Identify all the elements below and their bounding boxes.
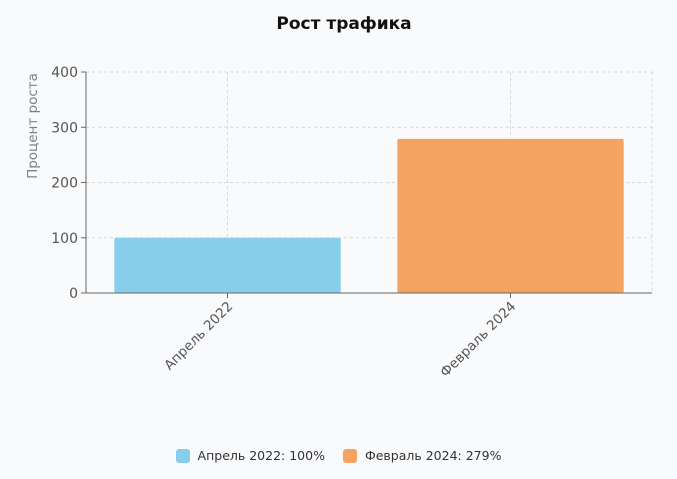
bar-1[interactable]: [114, 237, 341, 293]
y-axis-label: Процент роста: [25, 73, 41, 179]
y-tick-label: 0: [69, 286, 78, 302]
x-tick-label: Февраль 2024: [437, 299, 519, 381]
axes: [81, 71, 652, 298]
bar-chart: Рост трафика Процент роста 0 100 200 300 400…: [25, 14, 653, 381]
legend-label: Апрель 2022: 100%: [197, 448, 325, 463]
legend-label: Февраль 2024: 279%: [364, 448, 502, 463]
legend-item-april-2022[interactable]: Апрель 2022: 100%: [175, 448, 325, 463]
chart-title: Рост трафика: [276, 14, 411, 34]
legend-swatch: [342, 448, 357, 463]
legend: Апрель 2022: 100% Февраль 2024: 279%: [0, 448, 677, 463]
y-tick-label: 300: [51, 120, 78, 136]
legend-item-february-2024[interactable]: Февраль 2024: 279%: [342, 448, 502, 463]
bars: [114, 138, 624, 293]
y-tick-label: 200: [51, 176, 78, 192]
bar-2[interactable]: [397, 138, 624, 293]
y-tick-label: 400: [51, 65, 78, 81]
y-tick-label: 100: [51, 231, 78, 247]
legend-swatch: [175, 448, 190, 463]
x-tick-label: Апрель 2022: [161, 299, 236, 374]
